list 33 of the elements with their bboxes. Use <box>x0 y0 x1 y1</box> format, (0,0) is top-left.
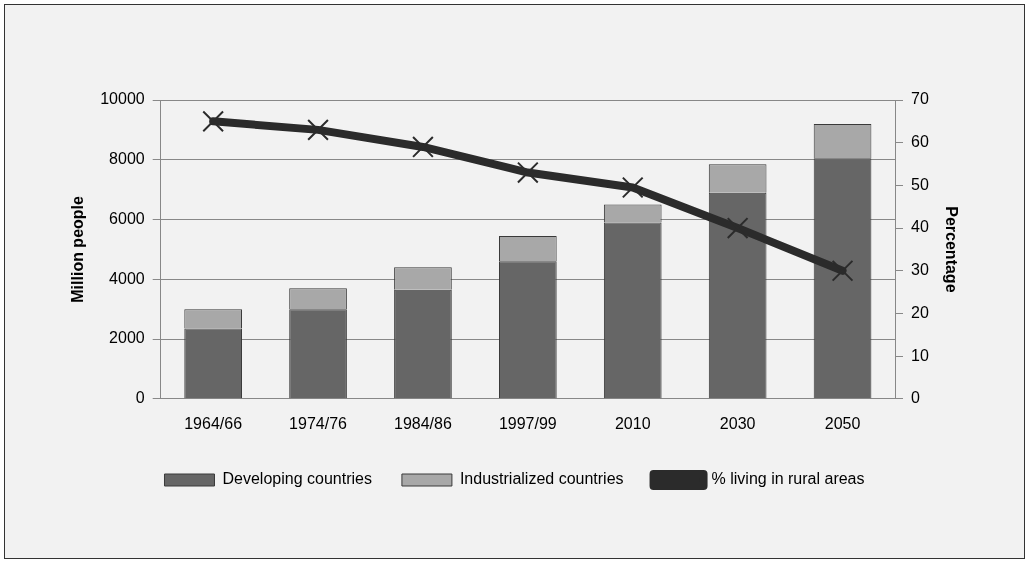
y2-tick-label: 60 <box>911 133 929 151</box>
legend-label: Industrialized countries <box>459 470 624 488</box>
x-tick-label: 1984/86 <box>394 414 452 432</box>
x-tick-label: 1964/66 <box>184 414 243 432</box>
y-tick-label: 6000 <box>109 209 145 227</box>
y-axis-title: Million people <box>69 195 87 303</box>
point <box>726 217 749 239</box>
point <box>412 136 434 158</box>
y2-tick-label: 70 <box>911 90 929 108</box>
point <box>516 161 539 184</box>
point <box>307 118 329 141</box>
point <box>202 110 225 133</box>
x-tick-label: 1974/76 <box>289 414 348 432</box>
y-tick-label: 4000 <box>109 269 145 287</box>
y2-tick-label: 20 <box>911 303 929 321</box>
x-tick-label: 2050 <box>824 414 861 432</box>
y2-tick-label: 10 <box>911 346 929 364</box>
y-tick-label: 10000 <box>100 90 145 108</box>
y-tick-label: 2000 <box>109 329 145 347</box>
y2-tick-label: 50 <box>911 175 929 193</box>
point <box>831 259 854 282</box>
y2-tick-label: 30 <box>911 261 929 279</box>
y2-tick-label: 40 <box>911 218 929 236</box>
x-tick-label: 2010 <box>614 414 651 432</box>
y2-axis-title: Percentage <box>942 206 960 293</box>
legend-label: Developing countries <box>222 470 372 488</box>
x-tick-label: 1997/99 <box>498 414 557 432</box>
x-tick-label: 2030 <box>719 414 756 432</box>
legend-label: % living in rural areas <box>711 470 865 488</box>
y-tick-label: 0 <box>135 389 145 407</box>
y-tick-label: 8000 <box>109 150 145 168</box>
point <box>621 176 644 199</box>
y2-tick-label: 0 <box>911 389 920 407</box>
